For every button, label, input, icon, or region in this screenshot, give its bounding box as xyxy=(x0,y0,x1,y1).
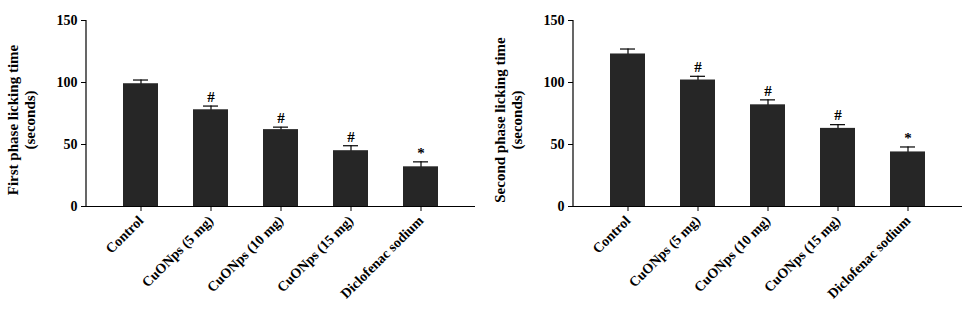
svg-text:100: 100 xyxy=(544,75,565,90)
html-text:Second phase licking time: Second phase licking time xyxy=(492,37,508,203)
svg-text:CuONps (10 mg): CuONps (10 mg) xyxy=(204,213,287,296)
svg-text:CuONps (15 mg): CuONps (15 mg) xyxy=(761,213,844,296)
svg-text:*: * xyxy=(904,130,912,146)
svg-text:0: 0 xyxy=(558,199,565,214)
svg-text:CuONps (10 mg): CuONps (10 mg) xyxy=(691,213,774,296)
html-text:First phase licking time: First phase licking time xyxy=(5,44,21,196)
svg-text:#: # xyxy=(207,89,215,105)
svg-text:#: # xyxy=(764,83,772,99)
svg-text:0: 0 xyxy=(71,199,78,214)
svg-text:CuONps (15 mg): CuONps (15 mg) xyxy=(274,213,357,296)
svg-text:#: # xyxy=(347,129,355,145)
svg-text:Control: Control xyxy=(103,213,147,257)
svg-text:CuONps (5 mg): CuONps (5 mg) xyxy=(626,213,704,291)
html-text:(seconds): (seconds) xyxy=(509,90,525,150)
svg-text:100: 100 xyxy=(57,75,78,90)
svg-text:150: 150 xyxy=(57,13,78,28)
svg-text:50: 50 xyxy=(551,137,565,152)
svg-text:Control: Control xyxy=(590,213,634,257)
svg-text:50: 50 xyxy=(64,137,78,152)
svg-text:CuONps (5 mg): CuONps (5 mg) xyxy=(139,213,217,291)
svg-text:#: # xyxy=(277,110,285,126)
svg-text:#: # xyxy=(694,59,702,75)
svg-text:*: * xyxy=(417,145,425,161)
svg-text:150: 150 xyxy=(544,13,565,28)
svg-text:Diclofenac sodium: Diclofenac sodium xyxy=(338,213,427,302)
svg-text:#: # xyxy=(834,107,842,123)
svg-text:Diclofenac sodium: Diclofenac sodium xyxy=(825,213,914,302)
html-text:(seconds): (seconds) xyxy=(22,90,38,150)
